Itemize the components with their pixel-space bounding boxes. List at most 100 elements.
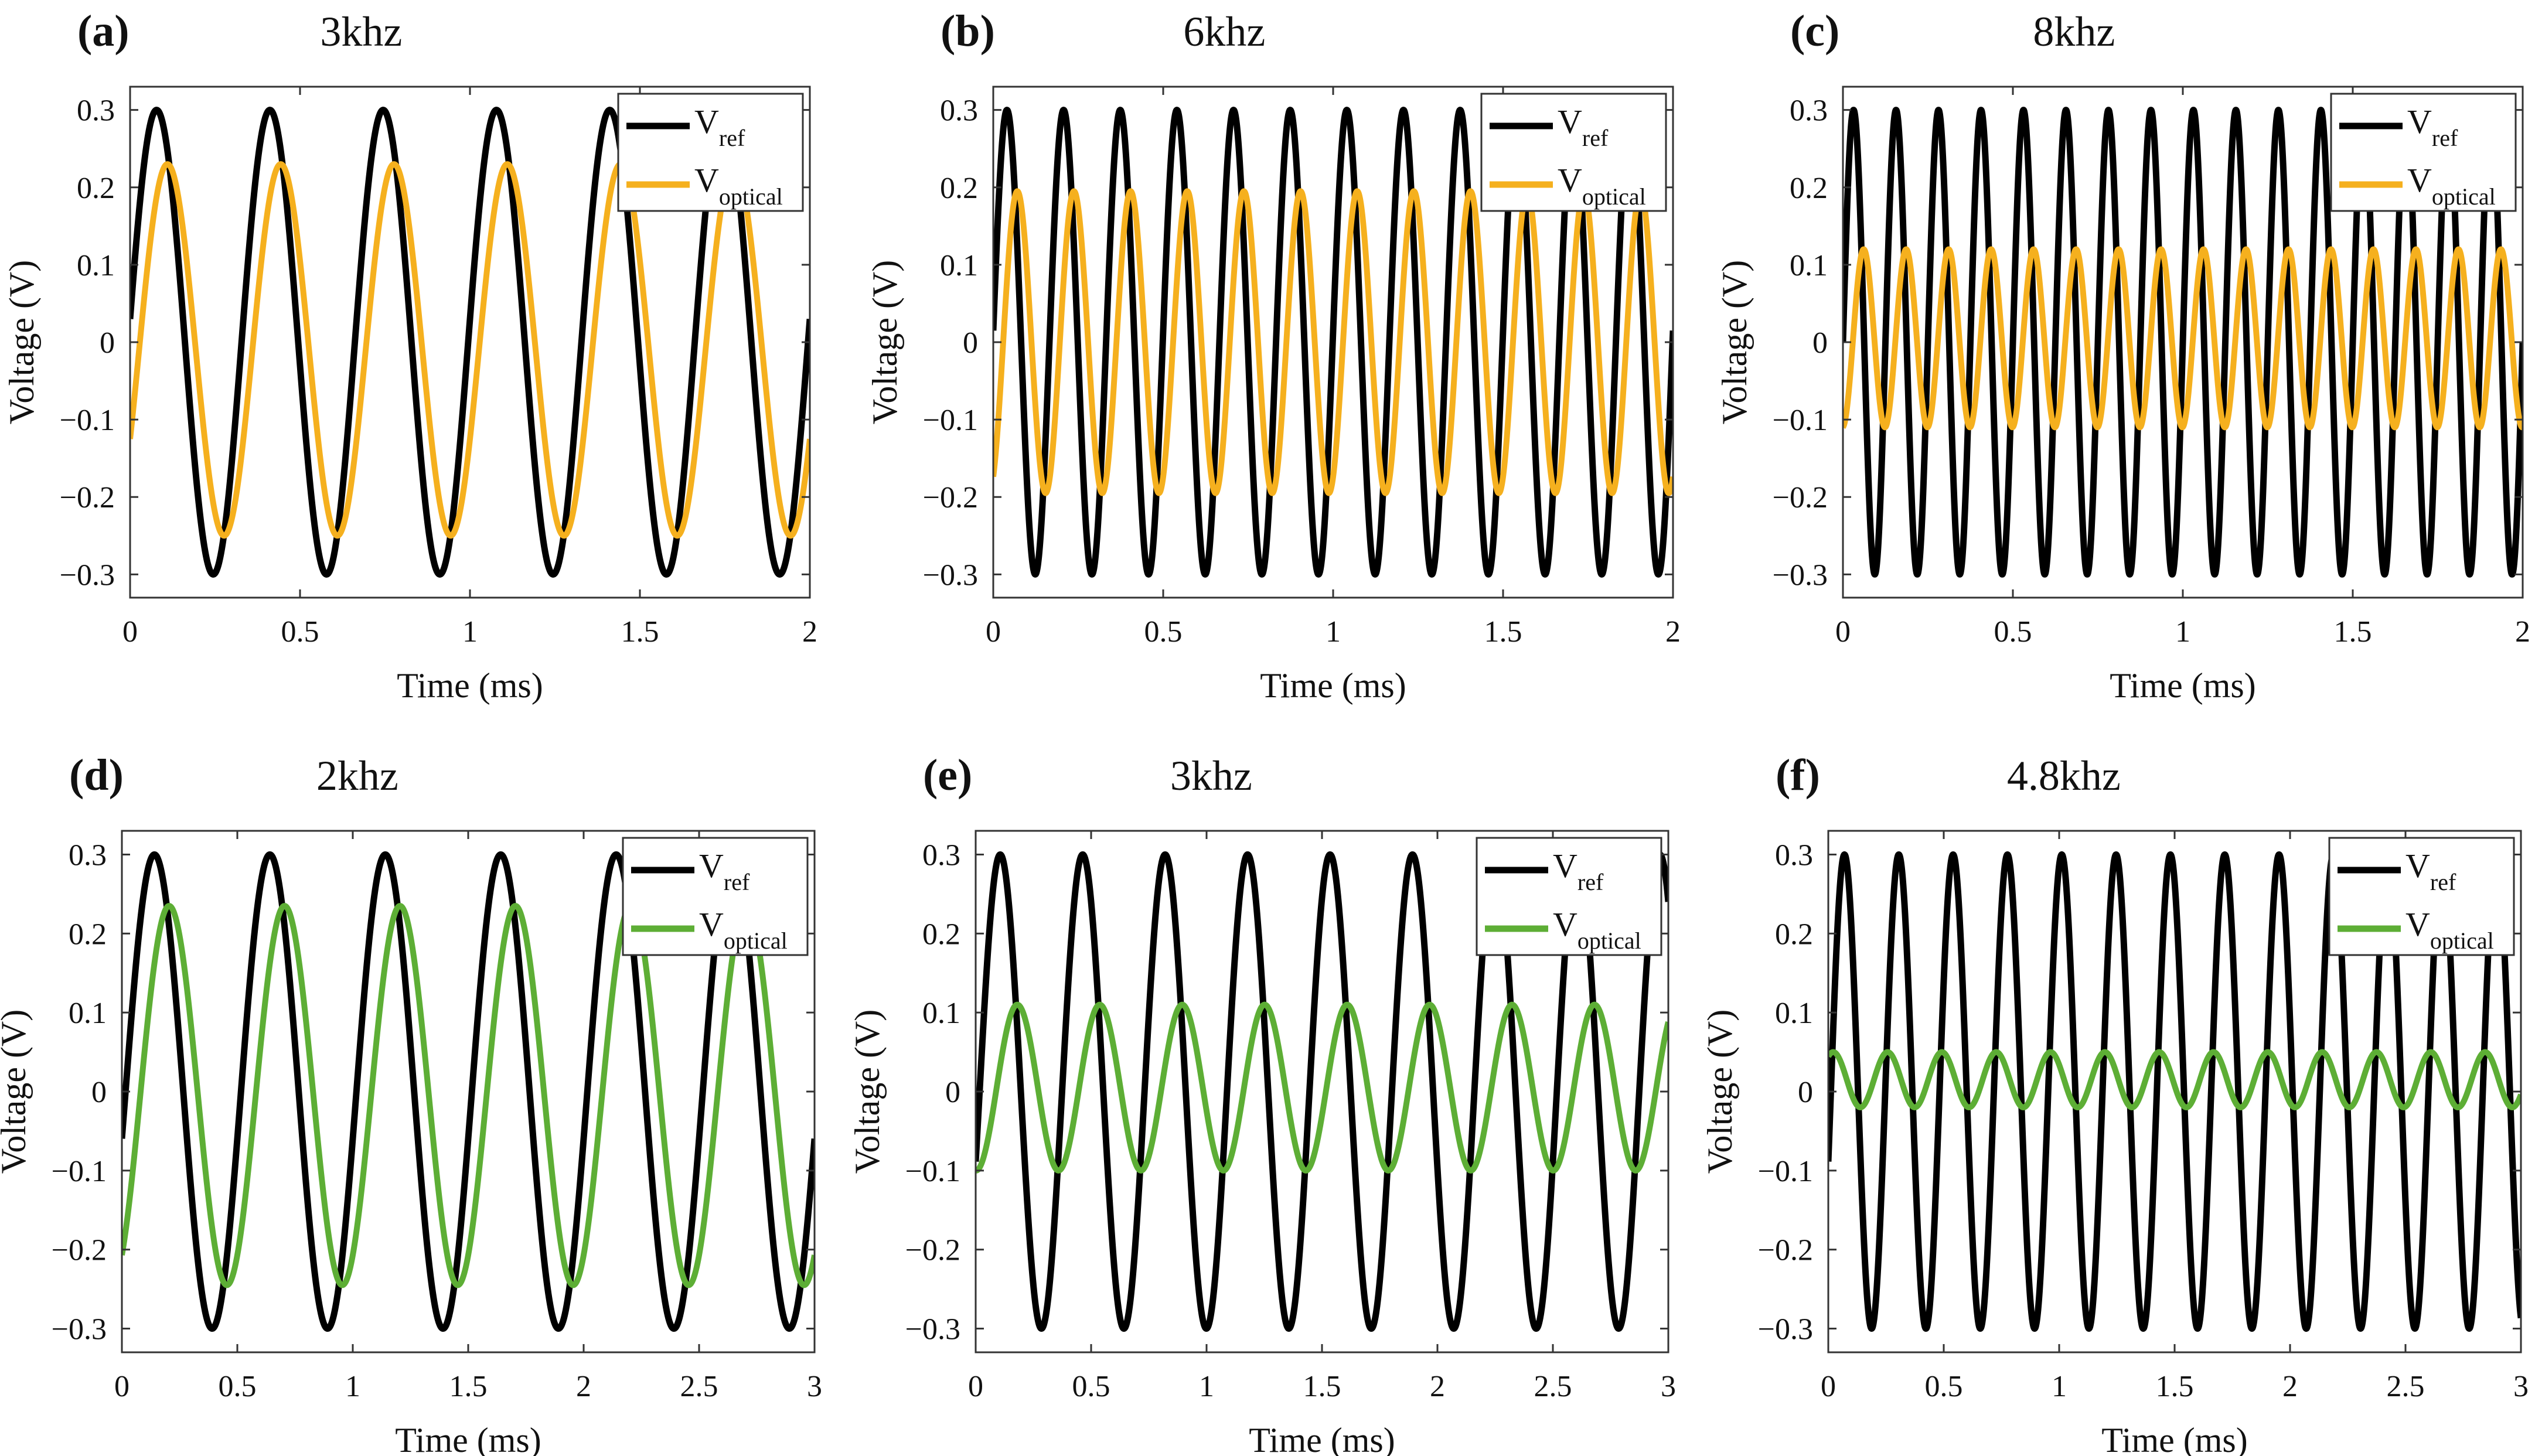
x-tick-label: 1 bbox=[1199, 1370, 1214, 1403]
x-tick-label: 2 bbox=[1665, 615, 1681, 649]
y-tick-label: −0.1 bbox=[905, 1155, 960, 1188]
y-tick-label: 0.3 bbox=[69, 838, 107, 872]
y-axis-label: Voltage (V) bbox=[866, 260, 904, 425]
legend-box bbox=[617, 93, 804, 212]
chart-panel-e: (e) 3khz 0 0.5 1 1.5 2 2.5 3 −0.3 −0.2 −0.1 0 0.1 0.2 0… bbox=[848, 751, 1676, 1456]
y-tick-label: 0.1 bbox=[1790, 249, 1828, 282]
x-tick-label: 0 bbox=[968, 1370, 983, 1403]
y-tick-label: −0.2 bbox=[923, 481, 978, 514]
series-line-vref bbox=[1828, 851, 2521, 1332]
y-tick-label: −0.1 bbox=[1758, 1155, 1813, 1188]
x-tick-label: 2 bbox=[1430, 1370, 1445, 1403]
y-tick-label: −0.3 bbox=[52, 1313, 107, 1346]
y-tick-label: −0.2 bbox=[905, 1234, 960, 1267]
legend-subscript: ref bbox=[2432, 125, 2458, 151]
y-tick-label: 0.1 bbox=[940, 249, 978, 282]
x-tick-label: 0 bbox=[1835, 615, 1851, 649]
y-tick-label: 0 bbox=[945, 1076, 960, 1109]
series-line-vref bbox=[122, 851, 815, 1332]
x-tick-label: 1.5 bbox=[1303, 1370, 1341, 1403]
x-axis-label: Time (ms) bbox=[395, 1421, 541, 1456]
y-tick-label: 0.3 bbox=[940, 94, 978, 128]
chart-panel-a: (a) 3khz 0 0.5 1 1.5 2 −0.3 −0.2 −0.1 0 0.1 0.2 0.3 Ti… bbox=[2, 6, 817, 705]
x-tick-label: 1.5 bbox=[621, 615, 659, 649]
x-tick-label: 2 bbox=[2282, 1370, 2298, 1403]
y-tick-label: 0.1 bbox=[1775, 997, 1813, 1030]
chart-panel-c: (c) 8khz 0 0.5 1 1.5 2 −0.3 −0.2 −0.1 0 0.1 0.2 0.3 Ti… bbox=[1715, 6, 2530, 705]
panel-letter: (f) bbox=[1776, 751, 1820, 800]
x-tick-label: 2.5 bbox=[680, 1370, 718, 1403]
y-tick-label: −0.2 bbox=[1758, 1234, 1813, 1267]
x-tick-label: 1 bbox=[1326, 615, 1341, 649]
y-axis-label: Voltage (V) bbox=[1715, 260, 1754, 425]
legend-box bbox=[1476, 837, 1662, 956]
legend-subscript: ref bbox=[2430, 869, 2456, 895]
y-tick-label: −0.3 bbox=[1773, 558, 1828, 592]
y-tick-label: −0.2 bbox=[52, 1234, 107, 1267]
legend-subscript: ref bbox=[719, 125, 745, 151]
x-tick-label: 1 bbox=[345, 1370, 360, 1403]
panel-letter: (e) bbox=[923, 751, 972, 800]
x-tick-label: 0.5 bbox=[219, 1370, 257, 1403]
y-tick-label: 0.2 bbox=[1775, 918, 1813, 951]
series-line-vref bbox=[993, 107, 1673, 578]
legend-subscript: ref bbox=[724, 869, 750, 895]
y-tick-label: 0.2 bbox=[77, 172, 115, 205]
series-line-voptical bbox=[130, 161, 810, 539]
y-tick-label: −0.3 bbox=[905, 1313, 960, 1346]
chart-title: 3khz bbox=[320, 8, 402, 55]
chart-title: 3khz bbox=[1170, 752, 1252, 799]
x-tick-label: 2.5 bbox=[2387, 1370, 2425, 1403]
legend-box bbox=[1480, 93, 1667, 212]
y-tick-label: 0.2 bbox=[69, 918, 107, 951]
x-tick-label: 1 bbox=[2052, 1370, 2067, 1403]
y-tick-label: −0.3 bbox=[1758, 1313, 1813, 1346]
legend-subscript: optical bbox=[2432, 183, 2496, 210]
x-tick-label: 1.5 bbox=[2334, 615, 2372, 649]
x-tick-label: 1 bbox=[2175, 615, 2190, 649]
x-tick-label: 0 bbox=[1821, 1370, 1836, 1403]
x-tick-label: 0 bbox=[986, 615, 1001, 649]
y-tick-label: −0.3 bbox=[923, 558, 978, 592]
y-axis-label: Voltage (V) bbox=[848, 1010, 887, 1174]
x-tick-label: 0.5 bbox=[1994, 615, 2032, 649]
x-axis-label: Time (ms) bbox=[397, 666, 543, 705]
y-axis-label: Voltage (V) bbox=[1701, 1010, 1739, 1174]
legend-subscript: optical bbox=[2430, 928, 2494, 954]
legend-box bbox=[2328, 837, 2515, 956]
x-tick-label: 2 bbox=[2515, 615, 2530, 649]
y-tick-label: −0.3 bbox=[60, 558, 115, 592]
y-tick-label: 0.3 bbox=[77, 94, 115, 128]
legend-subscript: optical bbox=[1577, 928, 1641, 954]
legend-subscript: optical bbox=[1582, 183, 1646, 210]
x-tick-label: 2.5 bbox=[1534, 1370, 1572, 1403]
x-tick-label: 0.5 bbox=[1925, 1370, 1963, 1403]
series-line-voptical bbox=[993, 188, 1673, 496]
legend-subscript: optical bbox=[719, 183, 783, 210]
x-tick-label: 1 bbox=[462, 615, 478, 649]
series-line-voptical bbox=[1828, 1049, 2521, 1110]
y-tick-label: 0 bbox=[1812, 326, 1828, 360]
chart-panel-b: (b) 6khz 0 0.5 1 1.5 2 −0.3 −0.2 −0.1 0 0.1 0.2 0.3 Ti… bbox=[866, 6, 1681, 705]
panel-letter: (d) bbox=[69, 751, 124, 800]
x-tick-label: 0.5 bbox=[1072, 1370, 1110, 1403]
y-tick-label: 0.3 bbox=[922, 838, 960, 872]
x-tick-label: 0.5 bbox=[1144, 615, 1183, 649]
y-tick-label: 0 bbox=[100, 326, 115, 360]
x-axis-label: Time (ms) bbox=[2101, 1421, 2248, 1456]
x-tick-label: 3 bbox=[807, 1370, 822, 1403]
x-axis-label: Time (ms) bbox=[1249, 1421, 1395, 1456]
y-tick-label: 0.1 bbox=[77, 249, 115, 282]
panel-letter: (c) bbox=[1790, 6, 1839, 56]
x-axis-label: Time (ms) bbox=[1260, 666, 1406, 705]
chart-title: 2khz bbox=[316, 752, 398, 799]
legend-subscript: optical bbox=[724, 928, 788, 954]
y-tick-label: 0.2 bbox=[922, 918, 960, 951]
x-tick-label: 1.5 bbox=[449, 1370, 488, 1403]
y-tick-label: 0 bbox=[1798, 1076, 1813, 1109]
